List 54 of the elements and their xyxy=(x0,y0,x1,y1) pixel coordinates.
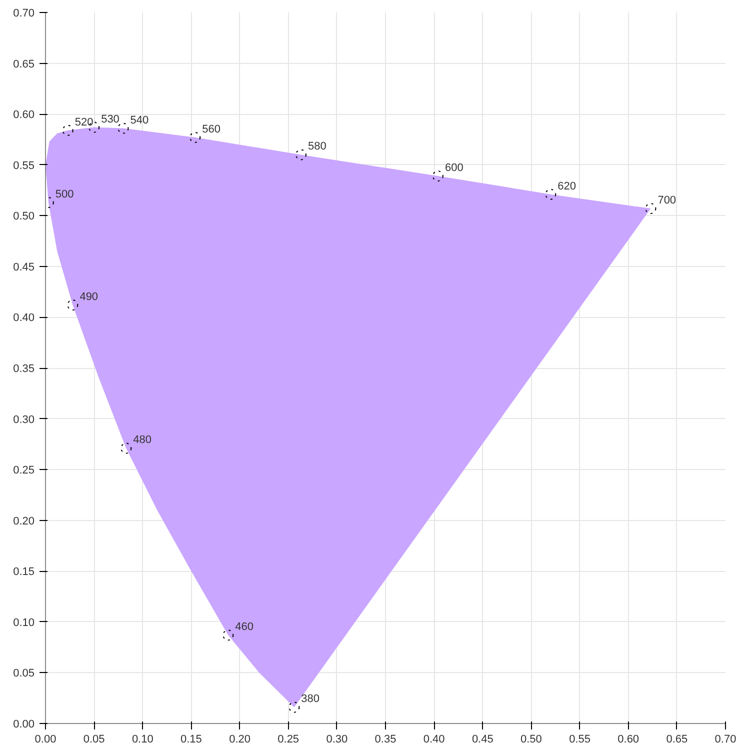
annotation: 500 xyxy=(55,188,74,200)
x-tick-label: 0.65 xyxy=(666,734,688,746)
y-tick-label: 0.30 xyxy=(13,414,35,426)
point xyxy=(62,124,74,136)
point xyxy=(295,149,306,160)
point xyxy=(67,300,78,311)
annotation: 380 xyxy=(301,693,320,706)
y-tick-label: 0.70 xyxy=(13,8,35,20)
point xyxy=(118,122,129,134)
point xyxy=(288,702,300,713)
y-tick-label: 0.00 xyxy=(13,718,35,730)
annotation: 580 xyxy=(308,140,326,153)
x-tick-label: 0.15 xyxy=(180,734,202,746)
x-tick-label: 0.20 xyxy=(229,734,251,746)
y-tick-label: 0.65 xyxy=(13,58,35,70)
y-tick-label: 0.50 xyxy=(13,210,35,223)
annotation: 480 xyxy=(133,434,152,446)
x-tick-label: 0.30 xyxy=(326,734,348,746)
point xyxy=(645,203,656,214)
x-tick-label: 0.35 xyxy=(374,734,396,746)
y-tick-label: 0.55 xyxy=(13,160,35,172)
x-tick-label: 0.60 xyxy=(618,734,640,746)
x-tick-label: 0.70 xyxy=(714,734,736,746)
x-tick-label: 0.25 xyxy=(278,734,300,746)
point xyxy=(545,188,556,200)
annotation: 560 xyxy=(202,123,220,136)
annotation: 490 xyxy=(80,291,98,304)
y-tick-label: 0.20 xyxy=(13,515,35,528)
y-tick-label: 0.35 xyxy=(13,363,35,375)
annotation: 530 xyxy=(101,113,120,126)
y-tick-label: 0.15 xyxy=(13,566,35,578)
annotation: 700 xyxy=(658,194,676,207)
point xyxy=(432,170,444,182)
y-tick-label: 0.05 xyxy=(13,668,35,680)
y-tick-label: 0.40 xyxy=(13,312,35,324)
x-tick-label: 0.40 xyxy=(423,734,445,746)
annotation: 620 xyxy=(558,180,576,192)
y-tick-label: 0.60 xyxy=(13,109,35,122)
x-tick-label: 0.50 xyxy=(520,734,542,746)
y-tick-label: 0.25 xyxy=(13,464,35,477)
annotation: 520 xyxy=(74,116,94,128)
annotation: 600 xyxy=(444,162,464,174)
x-tick-label: 0.55 xyxy=(569,734,591,746)
x-tick-label: 0.45 xyxy=(472,734,494,746)
x-tick-label: 0.00 xyxy=(34,734,56,746)
point xyxy=(222,630,234,641)
x-tick-label: 0.05 xyxy=(83,734,105,746)
x-tick-label: 0.10 xyxy=(132,734,154,746)
y-tick-label: 0.45 xyxy=(13,261,35,274)
annotation: 540 xyxy=(130,114,149,126)
annotation: 460 xyxy=(235,621,254,634)
y-tick-label: 0.10 xyxy=(13,616,35,629)
point xyxy=(120,442,132,454)
point xyxy=(190,132,201,143)
